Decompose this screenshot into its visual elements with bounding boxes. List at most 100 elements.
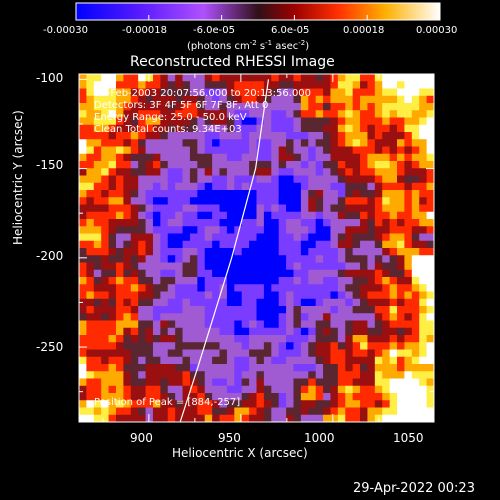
heatmap-cell (189, 248, 198, 256)
x-tick-label: 1050 (393, 431, 424, 445)
heatmap-cell (352, 226, 361, 235)
heatmap-cell (160, 277, 169, 285)
heatmap-cell (197, 393, 206, 401)
heatmap-cell (108, 364, 117, 372)
heatmap-cell (160, 211, 169, 220)
heatmap-cell (330, 291, 339, 300)
heatmap-cell (367, 117, 376, 126)
heatmap-cell (360, 182, 369, 191)
heatmap-cell (308, 226, 317, 235)
heatmap-cell (382, 233, 391, 242)
heatmap-cell (241, 153, 250, 162)
heatmap-cell (293, 269, 302, 278)
heatmap-cell (123, 284, 132, 293)
heatmap-cell (130, 393, 139, 401)
heatmap-cell (189, 204, 198, 213)
colorbar-tick-label: 0.00018 (343, 25, 385, 36)
heatmap-cell (404, 378, 413, 387)
heatmap-cell (360, 393, 369, 401)
solar-limb-curve (179, 79, 270, 422)
heatmap-cell (182, 284, 191, 293)
heatmap-cell (337, 313, 346, 322)
heatmap-cell (79, 95, 87, 104)
heatmap-cell (197, 190, 206, 198)
heatmap-cell (426, 197, 434, 206)
heatmap-cell (286, 306, 295, 314)
heatmap-cell (263, 110, 272, 119)
heatmap-cell (293, 124, 302, 133)
heatmap-cell (175, 95, 184, 104)
heatmap-cell (197, 197, 206, 206)
heatmap-cell (241, 248, 250, 256)
heatmap-cell (130, 269, 139, 278)
heatmap-cell (330, 342, 339, 351)
heatmap-cell (138, 414, 147, 422)
heatmap-cell (249, 320, 258, 329)
heatmap-cell (411, 349, 420, 358)
heatmap-cell (286, 88, 295, 97)
heatmap-cell (352, 204, 361, 213)
heatmap-cell (160, 117, 169, 126)
heatmap-cell (226, 204, 235, 213)
heatmap-cell (189, 262, 198, 271)
heatmap-cell (130, 335, 139, 343)
heatmap-cell (256, 313, 265, 322)
heatmap-cell (152, 277, 161, 285)
heatmap-cell (367, 88, 376, 97)
heatmap-cell (308, 146, 317, 155)
heatmap-cell (145, 269, 154, 278)
heatmap-cell (145, 306, 154, 314)
heatmap-cell (293, 356, 302, 365)
heatmap-cell (175, 349, 184, 358)
heatmap-cell (263, 168, 272, 177)
heatmap-cell (419, 248, 428, 256)
heatmap-cell (115, 277, 124, 285)
heatmap-cell (212, 371, 221, 380)
heatmap-cell (86, 306, 95, 314)
heatmap-cell (256, 182, 265, 191)
heatmap-cell (189, 226, 198, 235)
heatmap-cell (389, 414, 398, 422)
heatmap-cell (249, 182, 258, 191)
heatmap-cell (308, 269, 317, 278)
heatmap-cell (256, 335, 265, 343)
heatmap-cell (189, 132, 198, 140)
heatmap-cell (286, 414, 295, 422)
heatmap-cell (293, 306, 302, 314)
heatmap-cell (101, 95, 110, 104)
heatmap-cell (315, 248, 324, 256)
heatmap-cell (397, 378, 406, 387)
heatmap-cell (293, 197, 302, 206)
heatmap-cell (152, 342, 161, 351)
heatmap-cell (271, 298, 280, 307)
heatmap-cell (123, 327, 132, 336)
heatmap-cell (197, 95, 206, 104)
heatmap-cell (226, 146, 235, 155)
heatmap-cell (271, 342, 280, 351)
heatmap-cell (212, 277, 221, 285)
heatmap-cell (382, 414, 391, 422)
heatmap-cell (323, 378, 332, 387)
heatmap-cell (160, 291, 169, 300)
heatmap-cell (160, 95, 169, 104)
heatmap-cell (271, 255, 280, 264)
heatmap-cell (367, 356, 376, 365)
heatmap-cell (345, 103, 354, 111)
heatmap-cell (145, 204, 154, 213)
y-tick-label: -150 (36, 158, 64, 172)
heatmap-cell (374, 117, 383, 126)
heatmap-cell (263, 284, 272, 293)
heatmap-cell (330, 182, 339, 191)
heatmap-cell (182, 74, 191, 82)
heatmap-cell (212, 407, 221, 416)
heatmap-cell (93, 306, 102, 314)
heatmap-cell (271, 175, 280, 184)
heatmap-cell (241, 233, 250, 242)
heatmap-cell (352, 117, 361, 126)
heatmap-cell (323, 74, 332, 82)
heatmap-cell (397, 117, 406, 126)
heatmap-cell (315, 233, 324, 242)
heatmap-cell (300, 88, 309, 97)
heatmap-cell (138, 364, 147, 372)
heatmap-cell (241, 342, 250, 351)
